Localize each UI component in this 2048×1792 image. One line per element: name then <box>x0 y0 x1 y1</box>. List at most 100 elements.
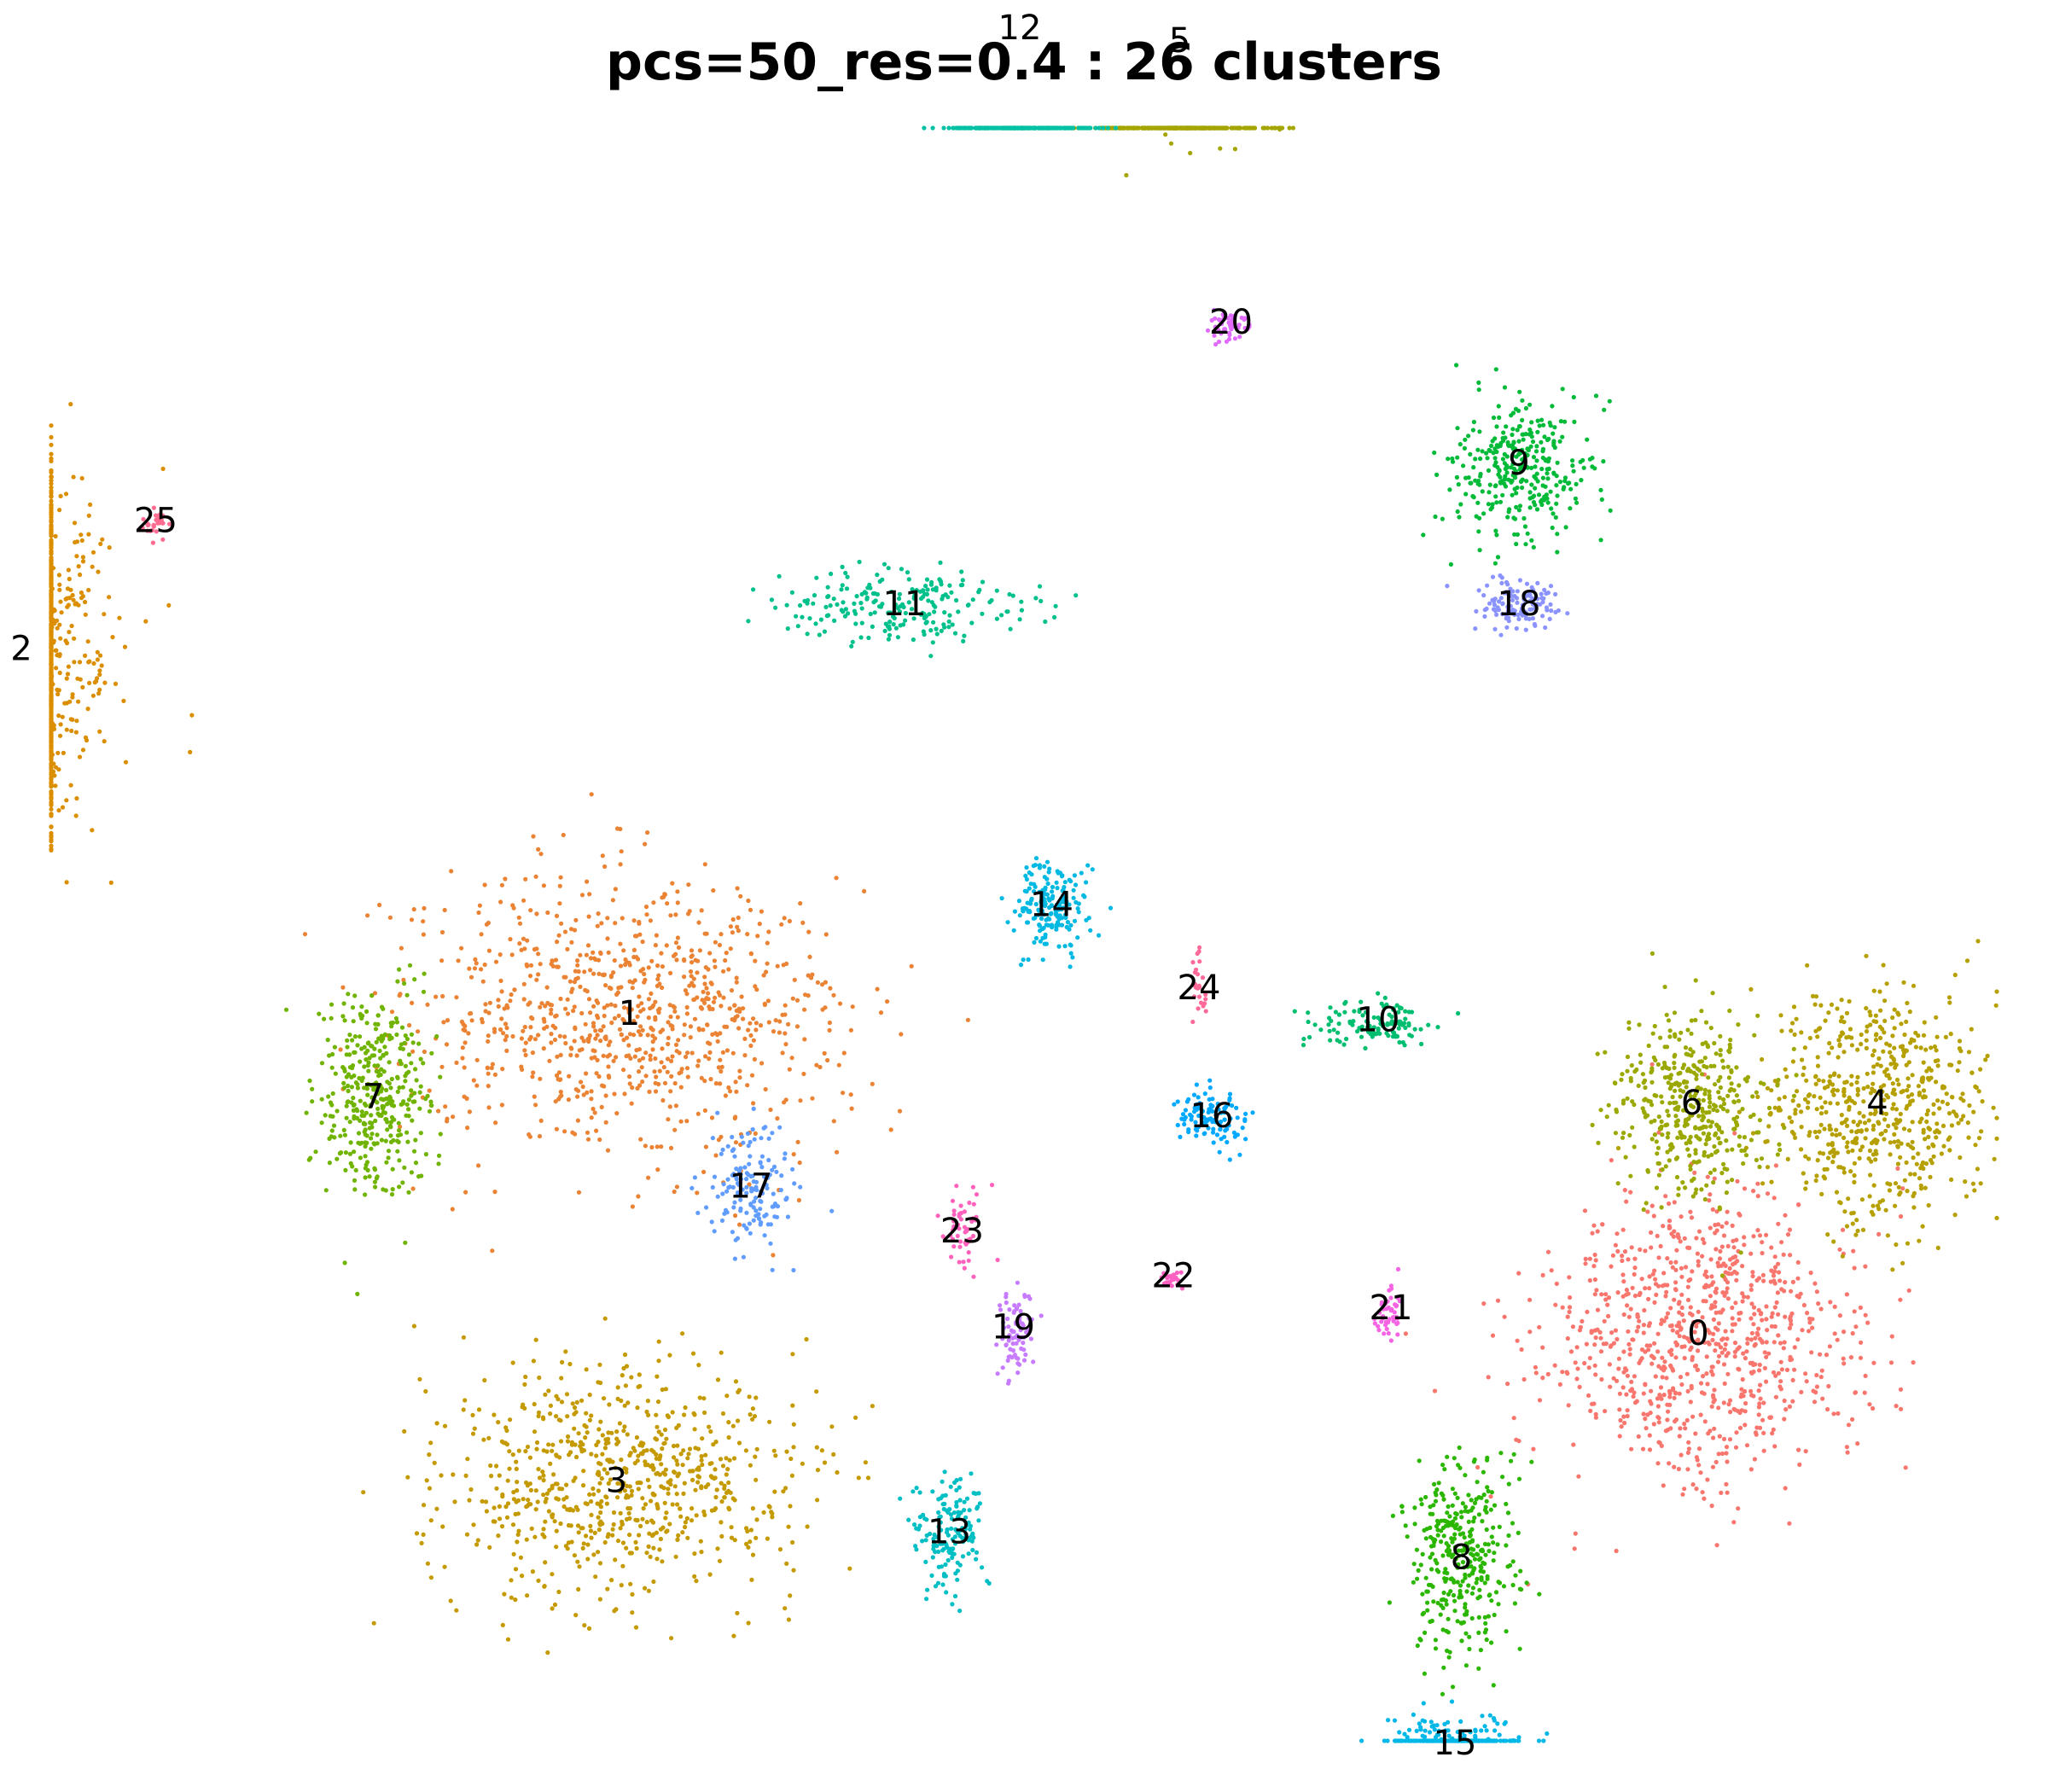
point <box>719 1533 724 1539</box>
point <box>1696 1114 1702 1119</box>
point <box>688 1035 693 1040</box>
point <box>654 1452 659 1457</box>
point <box>783 1031 788 1036</box>
point <box>1719 1224 1725 1229</box>
point <box>1737 1134 1743 1139</box>
point <box>655 1144 660 1149</box>
point <box>70 717 75 723</box>
point <box>1871 1064 1876 1069</box>
point <box>1664 1376 1669 1381</box>
point <box>645 1033 650 1038</box>
point <box>767 1419 772 1424</box>
point <box>338 1133 343 1138</box>
point <box>701 1396 707 1401</box>
point <box>558 1521 563 1527</box>
chart-title: pcs=50_res=0.4 : 26 clusters <box>606 32 1442 92</box>
point <box>1807 1133 1812 1138</box>
point <box>462 1065 467 1070</box>
point <box>490 1062 496 1067</box>
point <box>718 992 723 998</box>
point <box>640 1027 645 1033</box>
point <box>556 1589 561 1595</box>
point <box>1716 1353 1722 1359</box>
point <box>569 1440 575 1445</box>
point <box>468 1010 474 1016</box>
point <box>1740 1264 1745 1269</box>
point <box>675 1443 680 1448</box>
point <box>1949 1177 1954 1182</box>
point <box>789 1473 795 1478</box>
point <box>504 1442 510 1447</box>
point <box>85 707 90 712</box>
point <box>1719 1350 1725 1355</box>
point <box>636 1029 642 1034</box>
point <box>589 1498 594 1504</box>
point <box>1871 1212 1876 1217</box>
point <box>715 1039 720 1044</box>
point <box>713 995 718 1000</box>
point <box>1784 1367 1790 1372</box>
point <box>635 1481 640 1486</box>
point <box>1933 1130 1938 1135</box>
point <box>729 1535 735 1540</box>
point <box>580 1084 585 1090</box>
point <box>533 1507 538 1512</box>
point <box>554 1452 559 1457</box>
point <box>659 1060 664 1065</box>
point <box>773 1018 778 1023</box>
point <box>509 1578 514 1583</box>
point <box>655 976 660 982</box>
point <box>1641 1323 1646 1328</box>
point <box>1682 1355 1687 1361</box>
point <box>494 1463 499 1469</box>
point <box>1725 1336 1730 1341</box>
point <box>630 1610 635 1615</box>
point <box>1700 1118 1705 1123</box>
point <box>107 595 112 600</box>
point <box>751 1016 756 1021</box>
point <box>775 963 780 969</box>
point <box>1684 1079 1690 1085</box>
point <box>736 1006 742 1011</box>
point <box>1677 1310 1682 1315</box>
point <box>1630 1285 1635 1290</box>
point <box>823 980 829 985</box>
point <box>678 1119 684 1124</box>
point <box>1629 1062 1634 1068</box>
point <box>1666 1080 1671 1085</box>
point <box>1731 1238 1736 1243</box>
point <box>398 992 403 997</box>
point <box>1684 1122 1690 1127</box>
point <box>1965 1120 1970 1126</box>
point <box>472 1426 477 1431</box>
point <box>536 1410 542 1415</box>
point <box>627 1081 632 1086</box>
point <box>639 1001 644 1006</box>
point <box>746 1027 751 1033</box>
point <box>1761 1448 1766 1453</box>
point <box>676 945 682 950</box>
point <box>655 1399 661 1405</box>
point <box>1595 1229 1600 1234</box>
point <box>1655 1461 1661 1466</box>
point <box>1717 1310 1722 1315</box>
point <box>1689 1031 1694 1036</box>
point <box>1826 1050 1831 1056</box>
point <box>633 1539 638 1545</box>
point <box>1680 1089 1686 1094</box>
point <box>49 491 54 496</box>
point <box>579 1035 585 1040</box>
point <box>704 996 709 1002</box>
point <box>1621 1131 1626 1136</box>
point <box>761 1510 766 1515</box>
point <box>682 975 687 980</box>
point <box>413 1067 418 1072</box>
point <box>606 1430 611 1435</box>
point <box>1850 1330 1855 1336</box>
point <box>80 684 85 690</box>
point <box>1852 1265 1857 1271</box>
point <box>1819 1368 1824 1373</box>
point <box>77 660 83 665</box>
point <box>850 1004 855 1009</box>
point <box>699 1550 704 1555</box>
